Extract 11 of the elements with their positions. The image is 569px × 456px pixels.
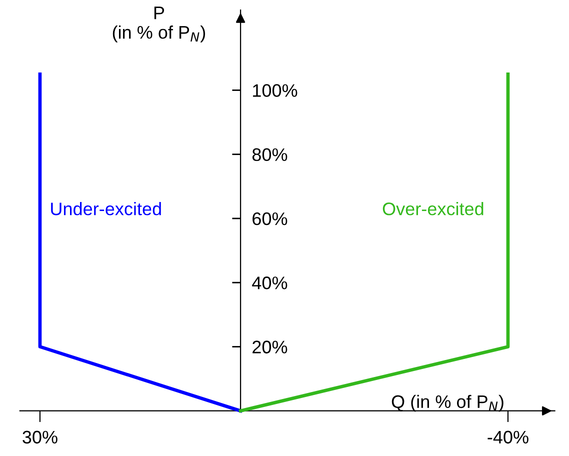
series-label: Under-excited — [51, 202, 161, 216]
series-label: Over-excited — [382, 202, 484, 216]
x-tick-label: 30% — [22, 430, 58, 444]
y-tick-label: 100% — [253, 84, 298, 97]
x-axis-title: Q (in % of P$_{N}$) — [392, 394, 504, 412]
y-tick-label: 60% — [252, 212, 288, 226]
y-tick-label: 40% — [252, 276, 288, 290]
y-axis-title: P (in % of P$_{N}$) — [112, 6, 206, 42]
y-tick-label: 80% — [252, 148, 288, 162]
x-tick-label: -40% — [488, 430, 528, 444]
y-tick-label: 20% — [252, 340, 288, 354]
